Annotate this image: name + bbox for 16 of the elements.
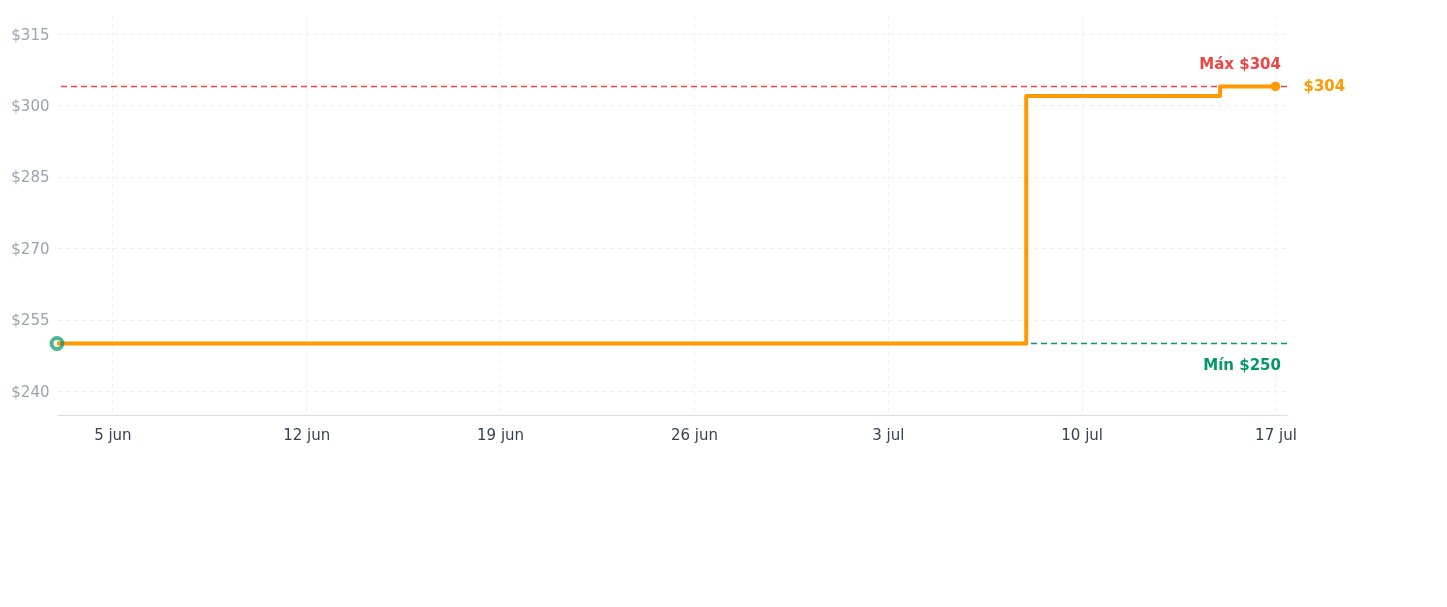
x-tick-label: 17 jul [1255, 425, 1297, 444]
ref-line-label: Máx $304 [1199, 55, 1281, 74]
y-tick-label: $255 [11, 311, 50, 330]
x-tick-label: 5 jun [94, 425, 132, 444]
x-tick-label: 3 jul [872, 425, 905, 444]
ref-line-label: Mín $250 [1203, 355, 1281, 374]
y-tick-label: $270 [11, 239, 50, 258]
y-tick-label: $285 [11, 168, 50, 187]
y-tick-label: $315 [11, 25, 50, 44]
x-tick-label: 19 jun [477, 425, 525, 444]
x-tick-label: 26 jun [670, 425, 718, 444]
x-tick-label: 12 jun [283, 425, 331, 444]
x-tick-label: 10 jul [1061, 425, 1103, 444]
y-tick-label: $300 [11, 96, 50, 115]
y-tick-label: $240 [11, 382, 50, 401]
annotation: $304 [1303, 77, 1346, 96]
